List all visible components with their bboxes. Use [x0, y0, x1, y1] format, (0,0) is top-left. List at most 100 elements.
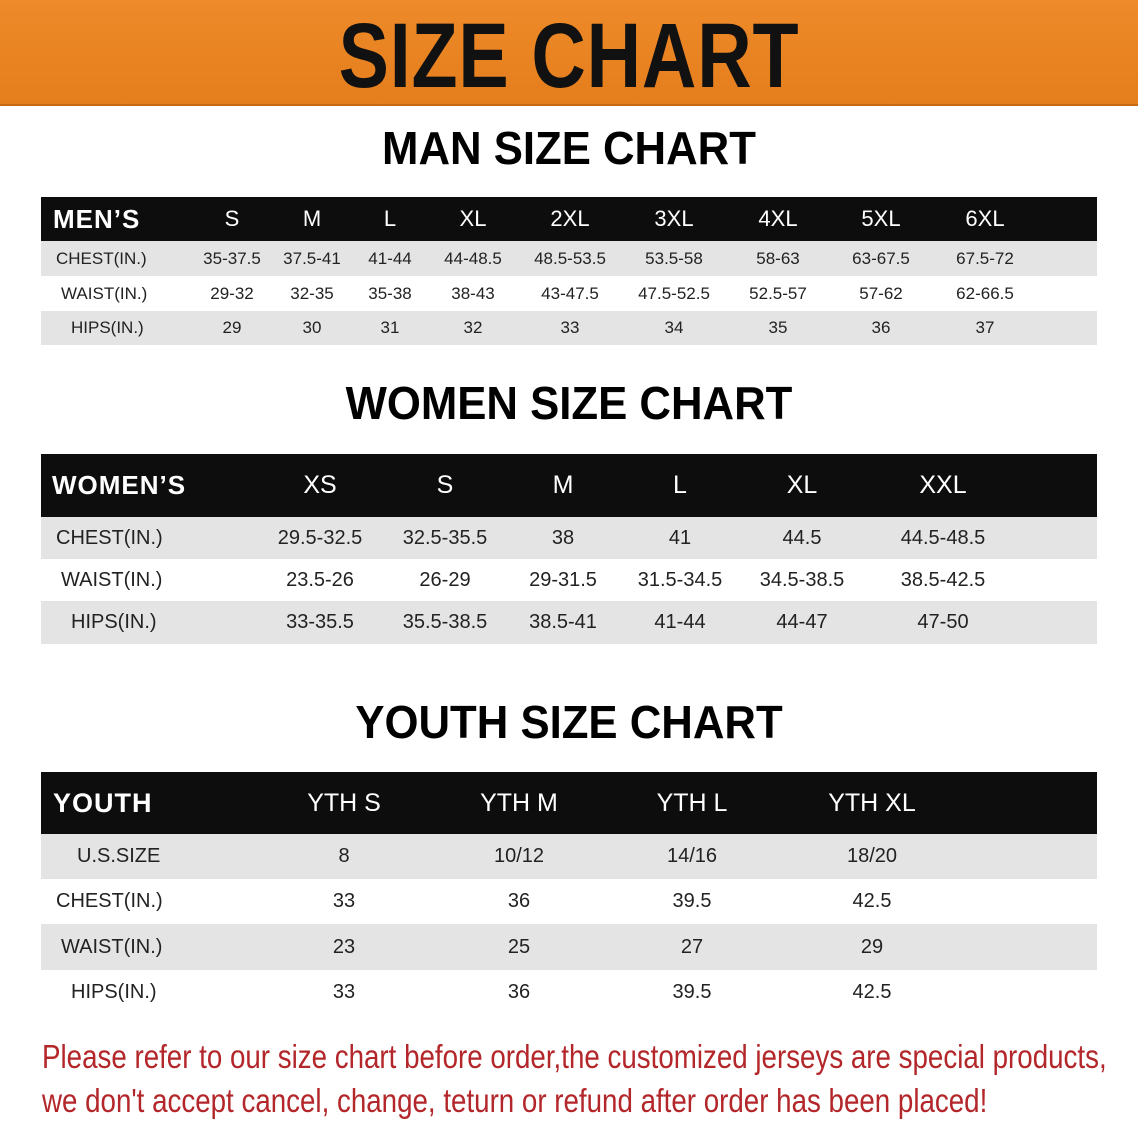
- youth-section-title: YOUTH SIZE CHART: [355, 696, 783, 748]
- row-label: WAIST(IN.): [61, 935, 163, 958]
- banner-title: SIZE CHART: [338, 5, 800, 107]
- measurement-cell: 62-66.5: [956, 283, 1014, 303]
- order-notice-line-2: we don't accept cancel, change, teturn o…: [42, 1082, 988, 1119]
- measurement-cell: 44.5-48.5: [900, 526, 986, 549]
- men-section-title: MAN SIZE CHART: [382, 122, 756, 174]
- measurement-cell: 42.5: [852, 981, 892, 1003]
- measurement-cell: 30: [302, 318, 322, 337]
- table-row: U.S.SIZE 8 10/12 14/16 18/20: [41, 834, 1097, 879]
- women-size-table: WOMEN’S XS S M L XL XXL CHEST(IN.) 29.5-32.5 32.5…: [41, 454, 1097, 644]
- row-label: HIPS(IN.): [71, 611, 157, 633]
- measurement-cell: 18/20: [846, 845, 898, 867]
- measurement-cell: 29-32: [210, 283, 254, 303]
- measurement-cell: 33: [332, 981, 356, 1003]
- measurement-cell: 32: [463, 318, 483, 337]
- youth-header-label: YOUTH: [53, 787, 153, 818]
- measurement-cell: 34: [664, 318, 684, 337]
- table-row: CHEST(IN.) 33 36 39.5 42.5: [41, 879, 1097, 924]
- size-column-header: XS: [303, 471, 337, 499]
- measurement-cell: 57-62: [859, 283, 903, 303]
- measurement-cell: 41-44: [368, 248, 412, 268]
- size-column-header: YTH M: [480, 788, 558, 817]
- measurement-cell: 38: [551, 526, 575, 549]
- measurement-cell: 53.5-58: [645, 248, 703, 268]
- measurement-cell: 35.5-38.5: [402, 611, 488, 633]
- measurement-cell: 25: [507, 935, 531, 958]
- measurement-cell: 38-43: [451, 283, 495, 303]
- order-notice-line-1: Please refer to our size chart before or…: [42, 1038, 1107, 1075]
- women-section-title: WOMEN SIZE CHART: [345, 377, 793, 429]
- row-label: CHEST(IN.): [56, 890, 163, 912]
- table-row: HIPS(IN.) 29 30 31 32 33 34 35 36 37: [41, 311, 1097, 345]
- measurement-cell: 27: [680, 935, 704, 958]
- size-column-header: XXL: [919, 471, 967, 499]
- measurement-cell: 10/12: [493, 845, 545, 867]
- measurement-cell: 8: [338, 845, 350, 867]
- measurement-cell: 42.5: [852, 890, 892, 912]
- measurement-cell: 36: [507, 981, 531, 1003]
- size-column-header: 6XL: [965, 206, 1005, 231]
- row-label: HIPS(IN.): [71, 981, 157, 1003]
- men-header-label: MEN’S: [53, 203, 141, 234]
- women-header-row: WOMEN’S XS S M L XL XXL: [41, 454, 1097, 517]
- table-row: HIPS(IN.) 33 36 39.5 42.5: [41, 970, 1097, 1015]
- measurement-cell: 36: [871, 318, 891, 337]
- table-row: CHEST(IN.) 35-37.5 37.5-41 41-44 44-48.5 48.5…: [41, 241, 1097, 276]
- size-column-header: S: [224, 206, 240, 231]
- row-label: HIPS(IN.): [71, 318, 144, 337]
- size-column-header: YTH S: [307, 788, 381, 817]
- size-column-header: YTH XL: [828, 788, 916, 817]
- measurement-cell: 41-44: [654, 611, 706, 633]
- table-row: WAIST(IN.) 23.5-26 26-29 29-31.5 31.5-34.5 34…: [41, 559, 1097, 601]
- measurement-cell: 34.5-38.5: [759, 568, 845, 591]
- measurement-cell: 33-35.5: [286, 611, 354, 633]
- measurement-cell: 44.5: [782, 526, 822, 549]
- measurement-cell: 52.5-57: [749, 283, 807, 303]
- measurement-cell: 38.5-41: [529, 611, 597, 633]
- size-column-header: 5XL: [861, 206, 901, 231]
- measurement-cell: 35-38: [368, 283, 412, 303]
- measurement-cell: 39.5: [672, 890, 712, 912]
- size-column-header: 2XL: [550, 206, 590, 231]
- title-banner: SIZE CHART: [0, 0, 1138, 107]
- measurement-cell: 32-35: [290, 283, 334, 303]
- measurement-cell: 44-48.5: [444, 248, 502, 268]
- table-row: WAIST(IN.) 29-32 32-35 35-38 38-43 43-47.5 47.…: [41, 276, 1097, 311]
- measurement-cell: 14/16: [666, 845, 718, 867]
- measurement-cell: 41: [668, 526, 692, 549]
- measurement-cell: 29: [860, 935, 884, 958]
- measurement-cell: 63-67.5: [852, 248, 910, 268]
- size-column-header: YTH L: [656, 788, 728, 817]
- size-column-header: M: [552, 471, 574, 499]
- youth-size-table: YOUTH YTH S YTH M YTH L YTH XL U.S.SIZE 8 10/12…: [41, 772, 1097, 1015]
- measurement-cell: 47.5-52.5: [638, 283, 710, 303]
- size-column-header: XL: [786, 471, 818, 499]
- measurement-cell: 29-31.5: [529, 568, 597, 591]
- men-size-table: MEN’S S M L XL 2XL 3XL 4XL 5XL 6XL CHEST(IN.) 35-37…: [41, 197, 1097, 345]
- measurement-cell: 31: [380, 318, 400, 337]
- measurement-cell: 39.5: [672, 981, 712, 1003]
- measurement-cell: 37: [975, 318, 995, 337]
- measurement-cell: 58-63: [756, 248, 800, 268]
- table-row: HIPS(IN.) 33-35.5 35.5-38.5 38.5-41 41-44 44-…: [41, 601, 1097, 644]
- men-header-row: MEN’S S M L XL 2XL 3XL 4XL 5XL 6XL: [41, 197, 1097, 241]
- size-column-header: 4XL: [758, 206, 798, 231]
- measurement-cell: 29: [222, 318, 242, 337]
- size-column-header: S: [436, 471, 454, 499]
- measurement-cell: 67.5-72: [956, 248, 1014, 268]
- measurement-cell: 31.5-34.5: [637, 568, 723, 591]
- size-column-header: M: [302, 206, 322, 231]
- row-label: CHEST(IN.): [56, 526, 163, 549]
- measurement-cell: 32.5-35.5: [402, 526, 488, 549]
- size-column-header: 3XL: [654, 206, 694, 231]
- size-column-header: L: [383, 206, 397, 231]
- measurement-cell: 33: [332, 890, 356, 912]
- measurement-cell: 23: [332, 935, 356, 958]
- measurement-cell: 29.5-32.5: [277, 526, 363, 549]
- measurement-cell: 37.5-41: [283, 248, 341, 268]
- row-label: WAIST(IN.): [61, 568, 163, 591]
- measurement-cell: 47-50: [917, 611, 969, 633]
- measurement-cell: 23.5-26: [286, 568, 354, 591]
- row-label: CHEST(IN.): [56, 248, 147, 268]
- women-header-label: WOMEN’S: [52, 470, 187, 500]
